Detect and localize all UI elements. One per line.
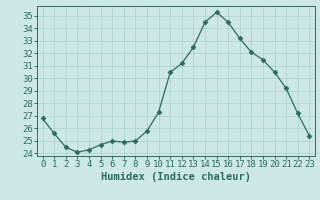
X-axis label: Humidex (Indice chaleur): Humidex (Indice chaleur) [101, 172, 251, 182]
